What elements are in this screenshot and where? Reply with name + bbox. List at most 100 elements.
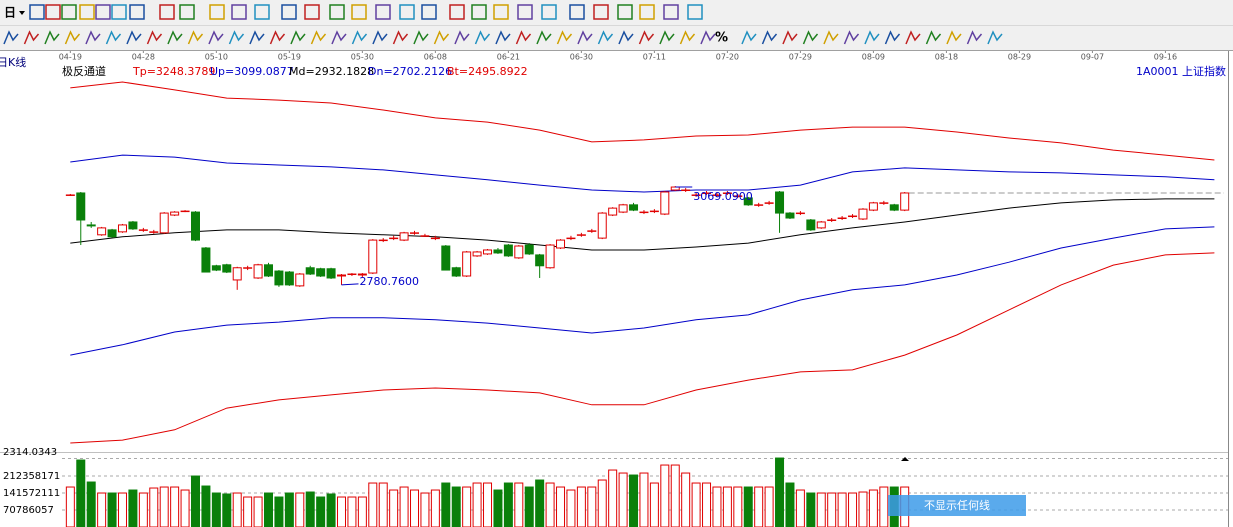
toolbar-icon[interactable] xyxy=(843,30,860,45)
candle-body xyxy=(232,267,242,281)
toolbar-icon[interactable] xyxy=(925,30,942,45)
toolbar-icon[interactable] xyxy=(254,4,270,20)
toolbar-icon[interactable] xyxy=(64,30,81,45)
toolbar-icon[interactable] xyxy=(679,30,696,45)
toolbar-icon[interactable] xyxy=(23,30,40,45)
toolbar-icon[interactable] xyxy=(281,4,297,20)
toolbar-icon[interactable] xyxy=(290,30,306,45)
candle-body xyxy=(430,237,440,240)
toolbar-icon[interactable] xyxy=(741,30,757,45)
toolbar-icon[interactable] xyxy=(372,30,388,45)
toolbar-icon[interactable] xyxy=(179,4,195,20)
toolbar-icon[interactable] xyxy=(95,4,111,20)
toolbar-icon[interactable] xyxy=(208,30,224,45)
toolbar-icon[interactable] xyxy=(331,30,347,45)
toolbar-icon[interactable] xyxy=(802,30,819,45)
toolbar-period[interactable]: 日 xyxy=(4,6,25,20)
toolbar-icon[interactable] xyxy=(495,30,511,45)
toolbar-icon[interactable] xyxy=(577,30,593,45)
toolbar-icon[interactable] xyxy=(663,4,679,20)
toolbar-icon[interactable] xyxy=(79,4,95,20)
volume-top-label: 2314.0343 xyxy=(3,447,57,458)
toolbar-icon[interactable] xyxy=(85,30,101,45)
toolbar-icon[interactable] xyxy=(556,30,573,45)
toolbar-icon[interactable] xyxy=(449,4,465,20)
toolbar-icon[interactable] xyxy=(517,4,533,20)
toolbar-icon[interactable] xyxy=(29,4,45,20)
toolbar-icon[interactable] xyxy=(392,30,409,45)
toolbar-icon[interactable] xyxy=(474,30,491,45)
toolbar-icon[interactable] xyxy=(618,30,634,45)
toolbar-icon[interactable] xyxy=(638,30,655,45)
toolbar-icon[interactable] xyxy=(249,30,265,45)
toolbar-icon[interactable] xyxy=(454,30,470,45)
toolbar-icon[interactable] xyxy=(399,4,415,20)
overlay-button-bg[interactable] xyxy=(888,495,1026,516)
candle-body xyxy=(295,273,305,287)
toolbar-icon[interactable] xyxy=(471,4,487,20)
candle-body xyxy=(117,224,127,233)
toolbar-icon[interactable] xyxy=(617,4,633,20)
toolbar-icon[interactable] xyxy=(493,4,509,20)
volume-bar xyxy=(566,489,576,527)
toolbar-icon[interactable] xyxy=(129,4,145,20)
percent-button[interactable]: % xyxy=(715,31,728,46)
toolbar-icon[interactable] xyxy=(761,30,778,45)
toolbar-icon[interactable] xyxy=(536,30,552,45)
toolbar-icon[interactable] xyxy=(987,30,1003,45)
candle-body xyxy=(868,202,878,211)
toolbar-icon[interactable] xyxy=(231,4,247,20)
toolbar-icon[interactable] xyxy=(433,30,450,45)
toolbar-icon[interactable] xyxy=(884,30,901,45)
toolbar-icon[interactable] xyxy=(310,30,327,45)
toolbar-icon[interactable] xyxy=(421,4,437,20)
toolbar-icon[interactable] xyxy=(569,4,585,20)
candle-body xyxy=(451,267,461,277)
toolbar-icon[interactable] xyxy=(304,4,320,20)
overlay-button[interactable]: 不显示任何线 xyxy=(924,498,990,512)
toolbar-icon[interactable] xyxy=(187,30,204,45)
candle-body xyxy=(514,245,524,259)
volume-bar xyxy=(733,486,743,527)
toolbar-icon[interactable] xyxy=(61,4,77,20)
toolbar-icon[interactable] xyxy=(228,30,245,45)
toolbar-icon[interactable] xyxy=(966,30,983,45)
volume-bar xyxy=(159,486,169,527)
toolbar-icon[interactable] xyxy=(375,4,391,20)
toolbar-icon[interactable] xyxy=(269,30,286,45)
toolbar-icon[interactable] xyxy=(146,30,163,45)
candle-body xyxy=(211,265,221,271)
candle-body xyxy=(785,212,795,219)
toolbar-icon[interactable] xyxy=(864,30,880,45)
toolbar-icon[interactable] xyxy=(209,4,225,20)
toolbar-icon[interactable] xyxy=(45,4,61,20)
toolbar-icon[interactable] xyxy=(329,4,345,20)
toolbar-icon[interactable] xyxy=(105,30,122,45)
toolbar-icon[interactable] xyxy=(351,30,368,45)
toolbar-icon[interactable] xyxy=(639,4,655,20)
toolbar-icon[interactable] xyxy=(659,30,675,45)
toolbar-icon[interactable] xyxy=(593,4,609,20)
toolbar-icon[interactable] xyxy=(782,30,798,45)
volume-bar xyxy=(691,482,701,527)
candle-body xyxy=(410,232,420,234)
indicator-name: 极反通道 xyxy=(62,64,106,78)
toolbar-icon[interactable] xyxy=(44,30,60,45)
toolbar-icon[interactable] xyxy=(687,4,703,20)
toolbar-icon[interactable] xyxy=(905,30,921,45)
toolbar-icon[interactable] xyxy=(111,4,127,20)
toolbar-icon[interactable] xyxy=(351,4,367,20)
toolbar-icon[interactable] xyxy=(413,30,429,45)
toolbar-icon[interactable] xyxy=(167,30,183,45)
volume-bar xyxy=(389,489,399,527)
period-button[interactable]: 日 xyxy=(4,6,16,20)
toolbar-icon[interactable] xyxy=(159,4,175,20)
toolbar-icon[interactable] xyxy=(541,4,557,20)
toolbar-icon[interactable] xyxy=(515,30,532,45)
toolbar-icon[interactable] xyxy=(597,30,614,45)
toolbar-icon[interactable] xyxy=(946,30,962,45)
toolbar-icon[interactable] xyxy=(700,30,716,45)
toolbar-icon[interactable] xyxy=(823,30,839,45)
toolbar-icon[interactable] xyxy=(3,30,19,45)
toolbar-icon[interactable] xyxy=(126,30,142,45)
